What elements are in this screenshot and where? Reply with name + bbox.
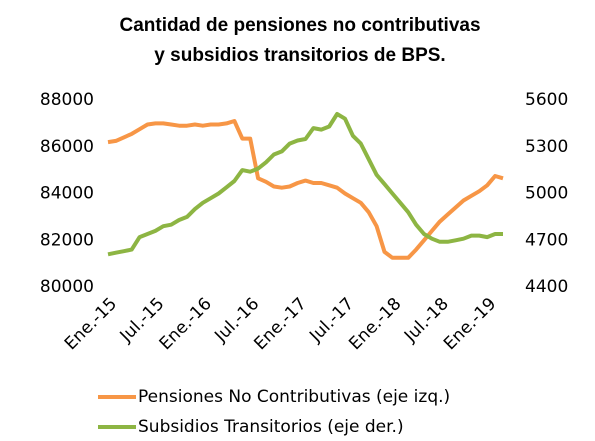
legend-label: Subsidios Transitorios (eje der.) [138, 417, 404, 437]
y2-tick-label: 4700 [525, 230, 568, 250]
y2-tick-label: 4400 [525, 277, 568, 297]
y-tick-label: 86000 [40, 137, 94, 157]
series-line [107, 119, 504, 260]
x-tick-label: Ene.-15 [61, 294, 121, 354]
y2-tick-label: 5000 [525, 184, 568, 204]
x-tick-label: Ene.-17 [250, 294, 310, 354]
chart-title: Cantidad de pensiones no contributivas [119, 15, 480, 36]
x-tick-label: Ene.-18 [345, 294, 405, 354]
chart-title: y subsidios transitorios de BPS. [154, 45, 445, 66]
y2-tick-label: 5300 [525, 137, 568, 157]
y2-tick-label: 5600 [525, 90, 568, 110]
y-tick-label: 80000 [40, 277, 94, 297]
x-tick-label: Ene.-19 [440, 294, 500, 354]
x-tick-label: Ene.-16 [156, 294, 216, 354]
series-line [107, 112, 503, 257]
y-tick-label: 84000 [40, 184, 94, 204]
legend-label: Pensiones No Contributivas (eje izq.) [138, 387, 450, 407]
y-tick-label: 82000 [40, 230, 94, 250]
y-tick-label: 88000 [40, 90, 94, 110]
